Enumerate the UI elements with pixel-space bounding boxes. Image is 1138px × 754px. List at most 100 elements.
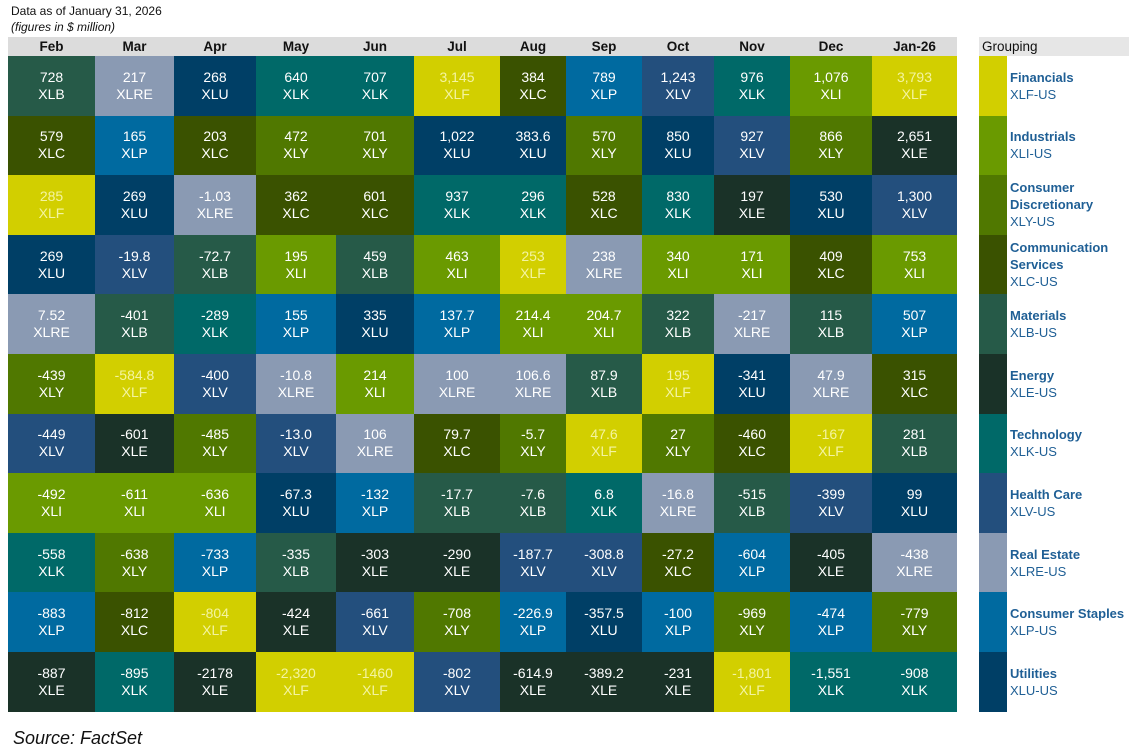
flow-cell: 106 XLRE bbox=[336, 413, 414, 474]
flow-ticker: XLP bbox=[664, 622, 692, 639]
flow-value: 335 bbox=[363, 307, 387, 324]
month-header: Dec bbox=[818, 39, 844, 54]
table-row: -883 XLP -812 XLC -804 XLF -424 XLE -661 XLV -708 X… bbox=[8, 592, 957, 652]
flow-cell: -611 XLI bbox=[95, 473, 174, 533]
flow-cell: 753 XLI bbox=[872, 234, 957, 295]
flow-value: 507 bbox=[902, 307, 927, 324]
flow-cell: 463 XLI bbox=[414, 234, 500, 295]
flow-cell: 937 XLK bbox=[414, 175, 500, 235]
table-row: 285 XLF 269 XLU -1.03 XLRE 362 XLC 601 XLC 937 XLK 2… bbox=[8, 175, 957, 235]
flow-cell: 79.7 XLC bbox=[414, 413, 500, 474]
flow-value: 701 bbox=[363, 128, 387, 145]
flow-value: -638 bbox=[120, 545, 149, 562]
flow-cell: 7.52 XLRE bbox=[8, 294, 95, 354]
flow-ticker: XLRE bbox=[116, 85, 153, 102]
flow-value: 285 bbox=[39, 187, 64, 204]
flow-cell: 579 XLC bbox=[8, 115, 95, 176]
flow-ticker: XLY bbox=[520, 443, 546, 460]
legend-ticker: XLC-US bbox=[1010, 274, 1058, 290]
flow-value: 937 bbox=[445, 187, 469, 204]
flow-value: 463 bbox=[445, 247, 469, 264]
flow-cell: -27.2 XLC bbox=[642, 532, 714, 593]
flow-cell: -515 XLB bbox=[714, 473, 790, 533]
flow-value: 383.6 bbox=[515, 128, 551, 145]
flow-value: 197 bbox=[740, 187, 764, 204]
flow-value: -733 bbox=[200, 545, 230, 562]
flow-cell: -614.9 XLE bbox=[500, 651, 566, 712]
flow-ticker: XLB bbox=[201, 264, 229, 281]
flow-value: -439 bbox=[37, 366, 66, 383]
flow-cell: -16.8 XLRE bbox=[642, 473, 714, 533]
flow-ticker: XLU bbox=[443, 145, 471, 162]
legend-swatch bbox=[979, 115, 1007, 176]
legend-sector-name: Technology bbox=[1010, 427, 1082, 443]
legend-text: Real Estate XLRE-US bbox=[1007, 533, 1080, 593]
flow-value: -1460 bbox=[357, 664, 393, 681]
flow-value: 203 bbox=[203, 128, 227, 145]
flow-cell: 384 XLC bbox=[500, 56, 566, 116]
legend-item-xly: Consumer Discretionary XLY-US bbox=[979, 175, 1129, 235]
flow-value: 1,243 bbox=[660, 68, 696, 85]
flow-ticker: XLE bbox=[443, 562, 471, 579]
flow-cell: -226.9 XLP bbox=[500, 592, 566, 652]
legend-swatch bbox=[979, 294, 1007, 354]
flow-value: -72.7 bbox=[199, 247, 231, 264]
flow-cell: -485 XLY bbox=[174, 413, 256, 474]
flow-ticker: XLV bbox=[901, 204, 928, 221]
flow-cell: -439 XLY bbox=[8, 353, 95, 414]
flow-cell: 409 XLC bbox=[790, 234, 872, 295]
month-header: Nov bbox=[739, 39, 765, 54]
legend-ticker: XLP-US bbox=[1010, 623, 1057, 639]
legend-item-xli: Industrials XLI-US bbox=[979, 115, 1129, 176]
flow-ticker: XLC bbox=[590, 204, 618, 221]
flow-cell: 507 XLP bbox=[872, 294, 957, 354]
flow-ticker: XLV bbox=[739, 145, 765, 162]
flow-ticker: XLI bbox=[285, 264, 307, 281]
flow-cell: 155 XLP bbox=[256, 294, 336, 354]
units-note: (figures in $ million) bbox=[11, 20, 116, 34]
legend-swatch bbox=[979, 532, 1007, 593]
flow-cell: 296 XLK bbox=[500, 175, 566, 235]
flow-cell: -187.7 XLV bbox=[500, 532, 566, 593]
flow-ticker: XLE bbox=[519, 681, 547, 698]
flow-cell: -303 XLE bbox=[336, 532, 414, 593]
flow-cell: -167 XLF bbox=[790, 413, 872, 474]
flow-cell: -558 XLK bbox=[8, 532, 95, 593]
flow-ticker: XLE bbox=[361, 562, 389, 579]
legend-text: Communication Services XLC-US bbox=[1007, 235, 1129, 295]
flow-ticker: XLF bbox=[818, 443, 844, 460]
flow-value: 214 bbox=[363, 366, 387, 383]
flow-value: 728 bbox=[39, 68, 64, 85]
flow-cell: 165 XLP bbox=[95, 115, 174, 176]
flow-ticker: XLB bbox=[282, 562, 310, 579]
flow-value: -515 bbox=[737, 485, 767, 502]
flow-cell: -638 XLY bbox=[95, 532, 174, 593]
flow-cell: -812 XLC bbox=[95, 592, 174, 652]
flow-ticker: XLRE bbox=[196, 204, 234, 221]
flow-ticker: XLF bbox=[520, 264, 546, 281]
flow-value: -485 bbox=[200, 426, 230, 443]
flow-value: -335 bbox=[281, 545, 311, 562]
flow-ticker: XLY bbox=[591, 145, 617, 162]
flow-value: 362 bbox=[284, 187, 308, 204]
flow-value: -100 bbox=[663, 605, 693, 622]
flow-ticker: XLP bbox=[443, 324, 471, 341]
legend-sector-name: Financials bbox=[1010, 69, 1074, 85]
flow-cell: 701 XLY bbox=[336, 115, 414, 176]
flow-value: 155 bbox=[284, 307, 308, 324]
flow-cell: -438 XLRE bbox=[872, 532, 957, 593]
flow-value: 106.6 bbox=[515, 366, 551, 383]
flow-ticker: XLF bbox=[121, 383, 148, 400]
flow-value: -167 bbox=[816, 426, 846, 443]
flow-ticker: XLY bbox=[202, 443, 228, 460]
flow-ticker: XLRE bbox=[356, 443, 394, 460]
legend-ticker: XLI-US bbox=[1010, 146, 1052, 162]
flow-cell: -1460 XLF bbox=[336, 651, 414, 712]
legend-ticker: XLB-US bbox=[1010, 325, 1057, 341]
flow-ticker: XLV bbox=[444, 681, 470, 698]
flow-cell: -132 XLP bbox=[336, 473, 414, 533]
flow-ticker: XLF bbox=[202, 622, 228, 639]
flow-ticker: XLE bbox=[817, 562, 845, 579]
flow-cell: -231 XLE bbox=[642, 651, 714, 712]
flow-ticker: XLY bbox=[444, 622, 470, 639]
